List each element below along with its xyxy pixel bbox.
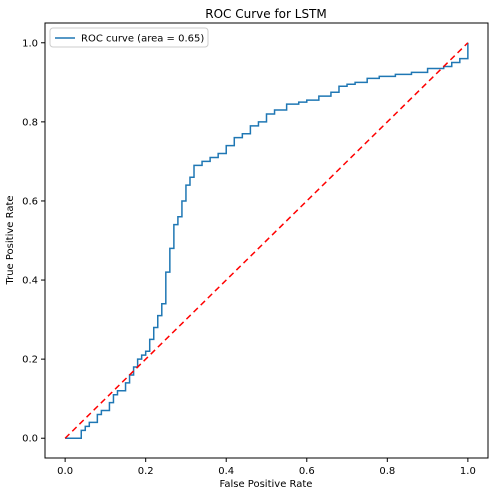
x-tick-label: 1.0 (460, 466, 476, 477)
chart-title: ROC Curve for LSTM (205, 7, 327, 21)
y-axis-label: True Positive Rate (5, 195, 16, 285)
x-tick-label: 0.8 (379, 466, 395, 477)
x-tick-label: 0.0 (57, 466, 73, 477)
y-tick-label: 0.6 (22, 196, 38, 207)
x-axis-label: False Positive Rate (220, 479, 313, 490)
y-tick-label: 0.2 (22, 355, 38, 366)
y-tick-label: 0.8 (22, 117, 38, 128)
y-axis-ticks: 0.0 0.2 0.4 0.6 0.8 1.0 (22, 38, 45, 445)
x-tick-label: 0.6 (299, 466, 315, 477)
series-layer (64, 42, 469, 439)
legend: ROC curve (area = 0.65) (49, 27, 209, 48)
x-tick-label: 0.4 (218, 466, 234, 477)
legend-box (49, 27, 209, 48)
x-tick-label: 0.2 (138, 466, 154, 477)
legend-label-roc: ROC curve (area = 0.65) (81, 34, 204, 45)
y-tick-label: 1.0 (22, 38, 38, 49)
x-axis-ticks: 0.0 0.2 0.4 0.6 0.8 1.0 (57, 458, 476, 477)
roc-curve-line (65, 42, 469, 439)
chance-diagonal-line (64, 42, 469, 439)
y-tick-label: 0.0 (22, 434, 38, 445)
y-tick-label: 0.4 (22, 276, 38, 287)
